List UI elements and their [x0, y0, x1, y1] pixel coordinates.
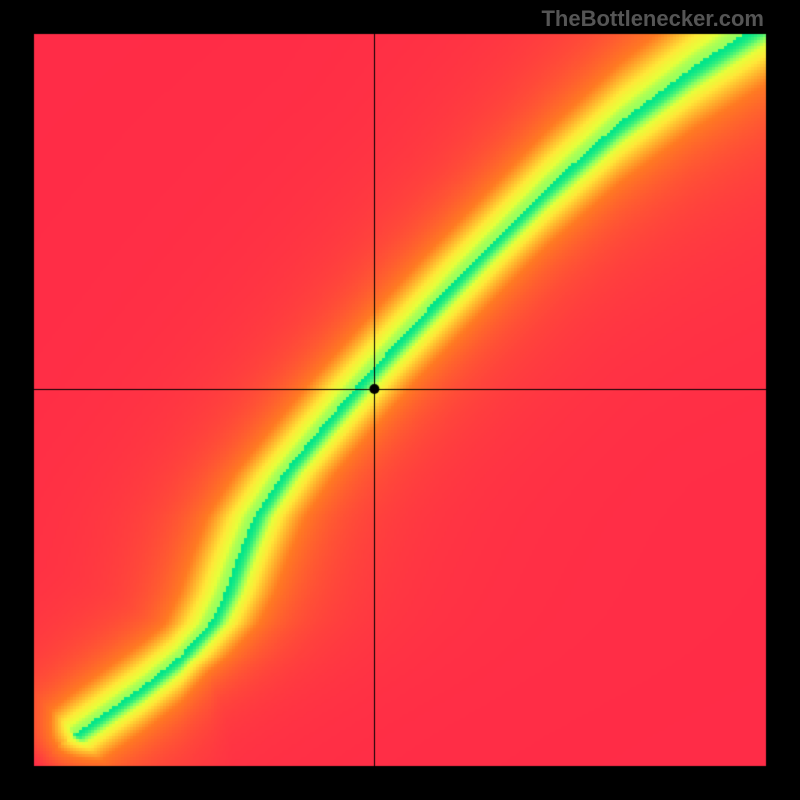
chart-container: { "canvas": { "width": 800, "height": 80…	[0, 0, 800, 800]
watermark-text: TheBottlenecker.com	[541, 6, 764, 32]
bottleneck-heatmap	[0, 0, 800, 800]
